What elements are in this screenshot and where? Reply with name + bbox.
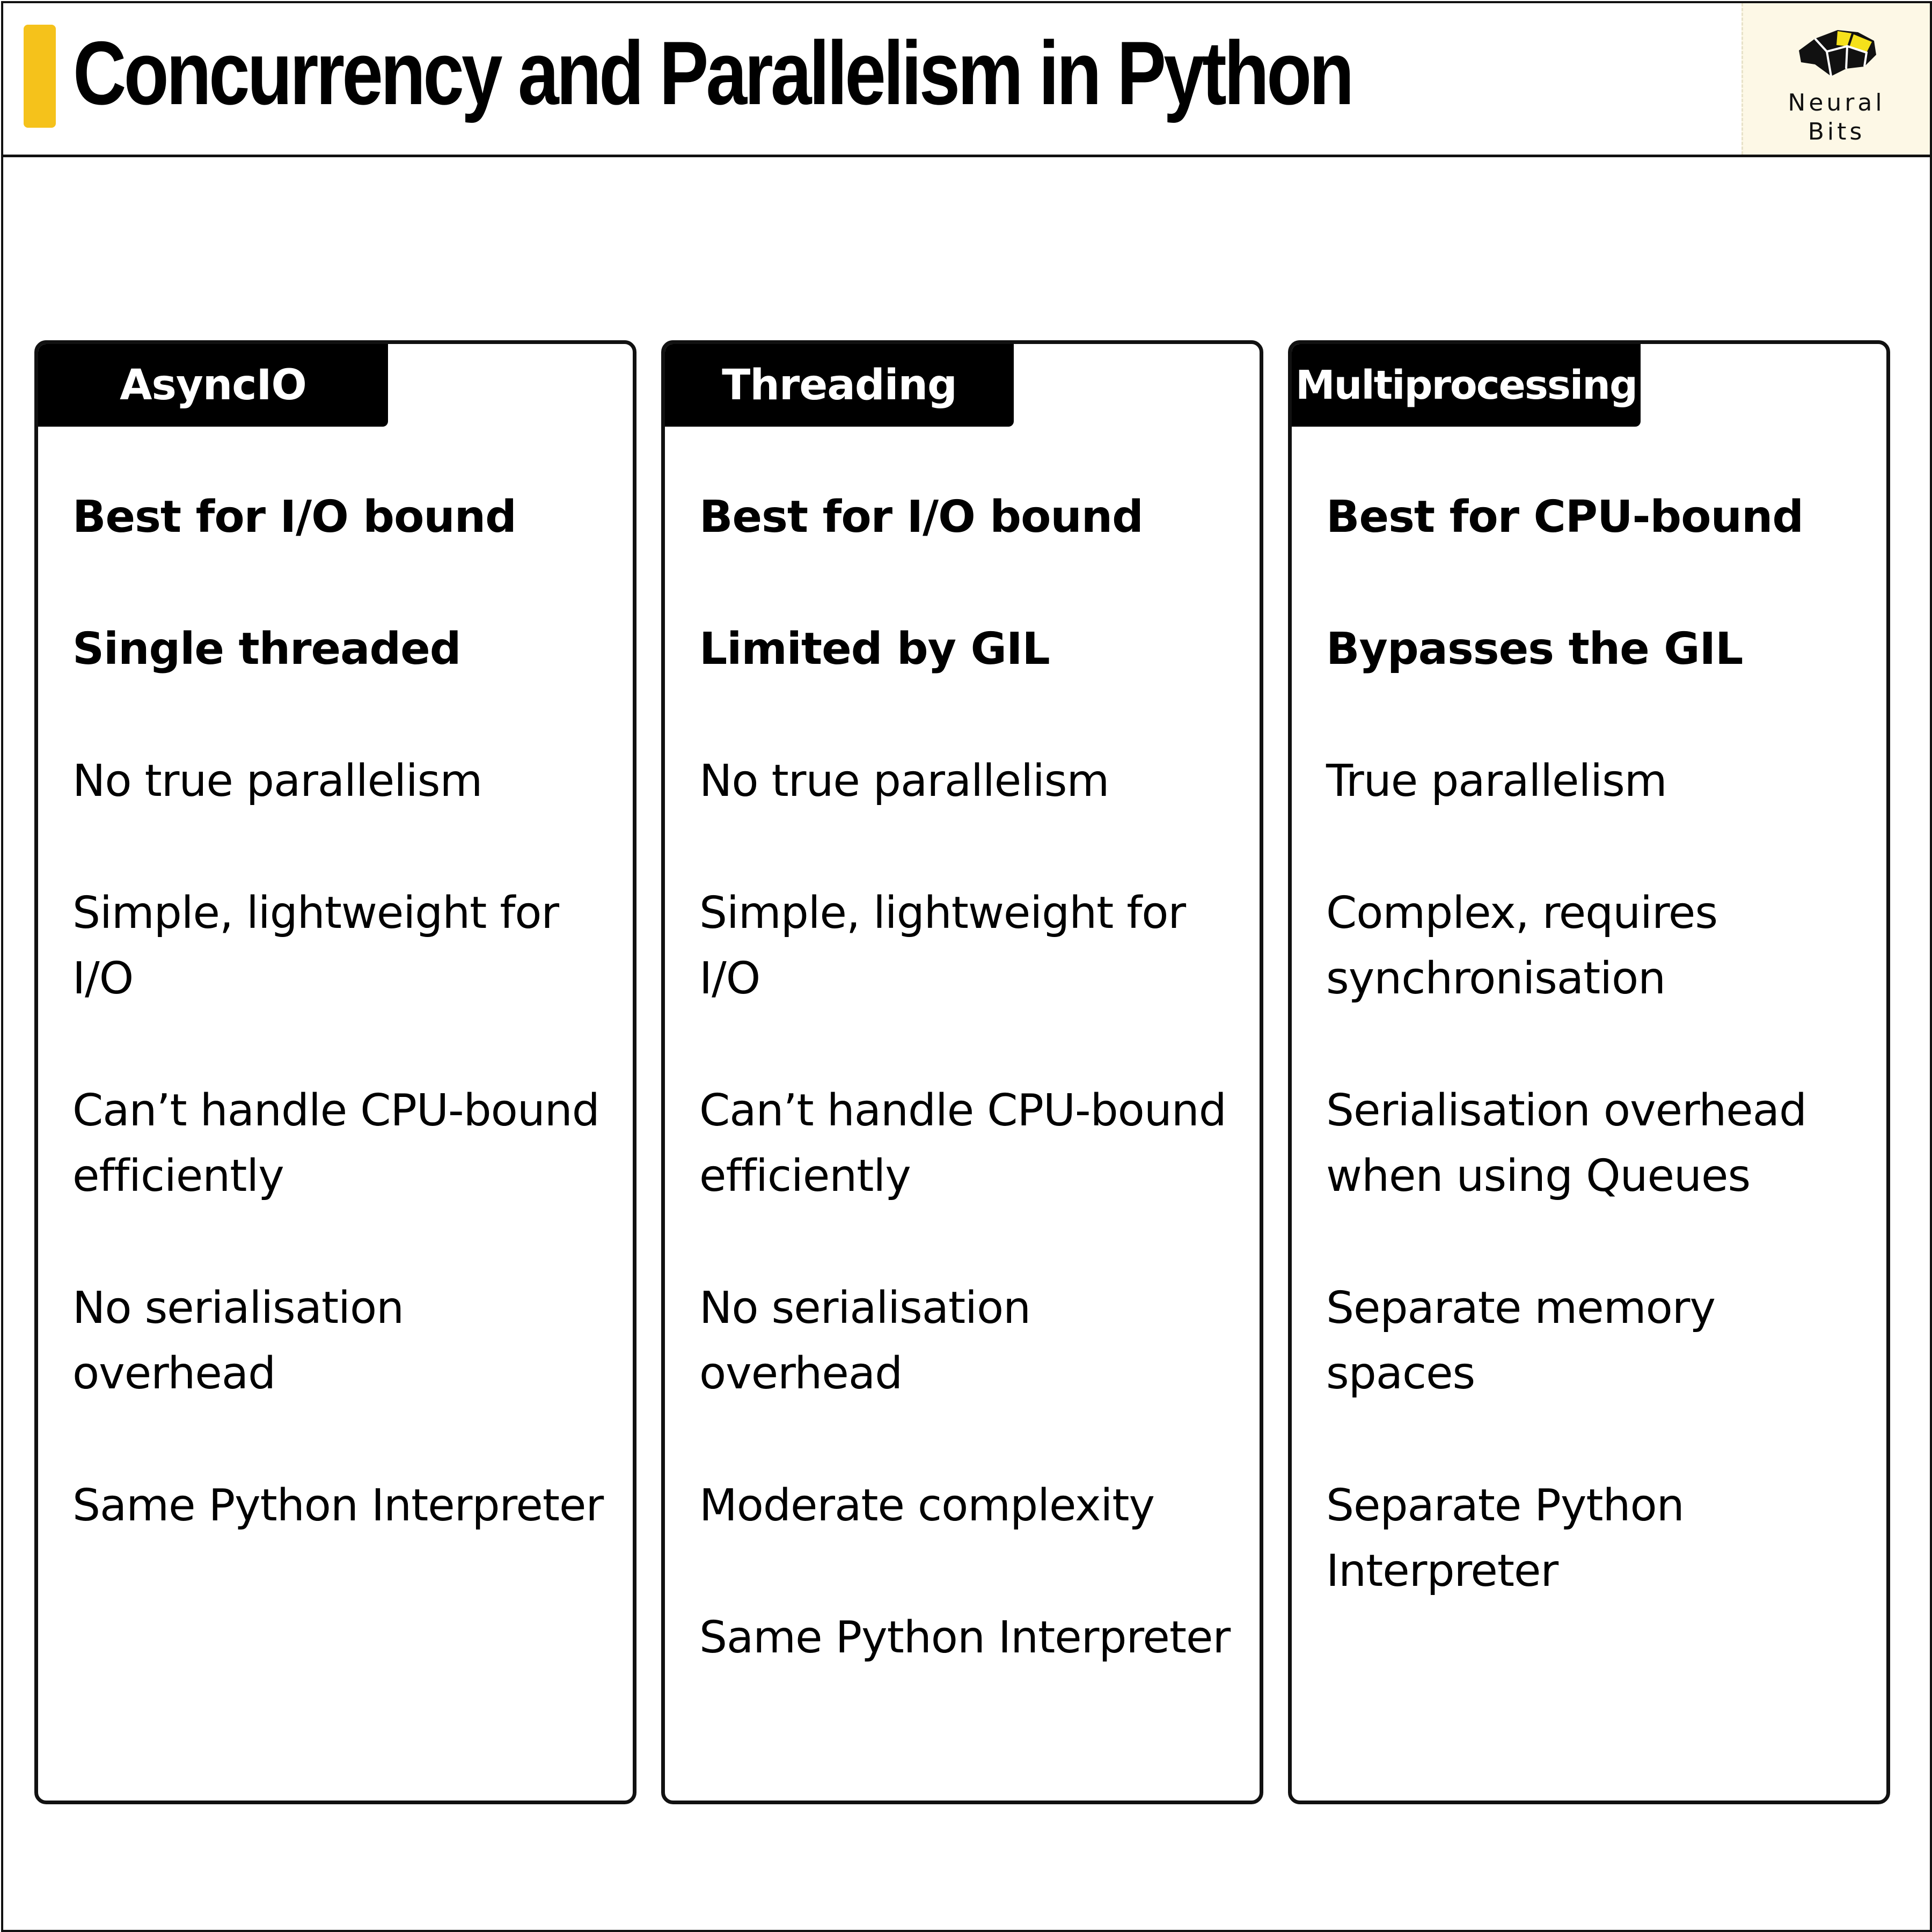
feature-item: Same Python Interpreter (699, 1612, 1231, 1663)
feature-list: Best for I/O bound Limited by GIL No true … (699, 485, 1241, 1737)
feature-item: No serialisation overhead (72, 1283, 404, 1399)
feature-item: Same Python Interpreter (72, 1480, 604, 1531)
column-card-asyncio: AsyncIO Best for I/O bound Single threade… (34, 340, 636, 1804)
feature-item: No true parallelism (699, 756, 1109, 807)
feature-item: Best for I/O bound (72, 492, 517, 543)
feature-item: Separate Python Interpreter (1326, 1480, 1685, 1597)
feature-item: Serialisation overhead when using Queues (1326, 1085, 1807, 1202)
feature-item: Best for CPU-bound (1326, 492, 1804, 543)
feature-item: Complex, requires synchronisation (1326, 888, 1718, 1004)
feature-item: Can’t handle CPU-bound efficiently (699, 1085, 1227, 1202)
feature-item: No true parallelism (72, 756, 482, 807)
logo: Neural Bits (1741, 3, 1930, 155)
title-accent-bar (24, 25, 56, 128)
feature-item: Single threaded (72, 624, 461, 675)
feature-list: Best for CPU-bound Bypasses the GIL True p… (1326, 485, 1868, 1671)
column-card-multiprocessing: Multiprocessing Best for CPU-bound Bypass… (1288, 340, 1890, 1804)
column-title: Threading (665, 344, 1014, 427)
feature-item: Bypasses the GIL (1326, 624, 1743, 675)
brain-icon (1799, 30, 1876, 77)
feature-item: No serialisation overhead (699, 1283, 1031, 1399)
logo-text-line-1: Neural (1788, 89, 1885, 116)
feature-item: Simple, lightweight for I/O (72, 888, 559, 1004)
feature-item: Can’t handle CPU-bound efficiently (72, 1085, 600, 1202)
column-title: Multiprocessing (1292, 344, 1641, 427)
feature-item: Separate memory spaces (1326, 1283, 1716, 1399)
logo-text-line-2: Bits (1807, 118, 1865, 145)
column-card-threading: Threading Best for I/O bound Limited by G… (661, 340, 1263, 1804)
feature-item: Simple, lightweight for I/O (699, 888, 1186, 1004)
feature-item: Best for I/O bound (699, 492, 1144, 543)
feature-item: Limited by GIL (699, 624, 1050, 675)
column-title: AsyncIO (38, 344, 388, 427)
feature-list: Best for I/O bound Single threaded No true… (72, 485, 614, 1605)
page-title: Concurrency and Parallelism in Python (73, 23, 1354, 123)
feature-item: True parallelism (1326, 756, 1667, 807)
header: Concurrency and Parallelism in Python Ne… (3, 3, 1930, 157)
feature-item: Moderate complexity (699, 1480, 1155, 1531)
